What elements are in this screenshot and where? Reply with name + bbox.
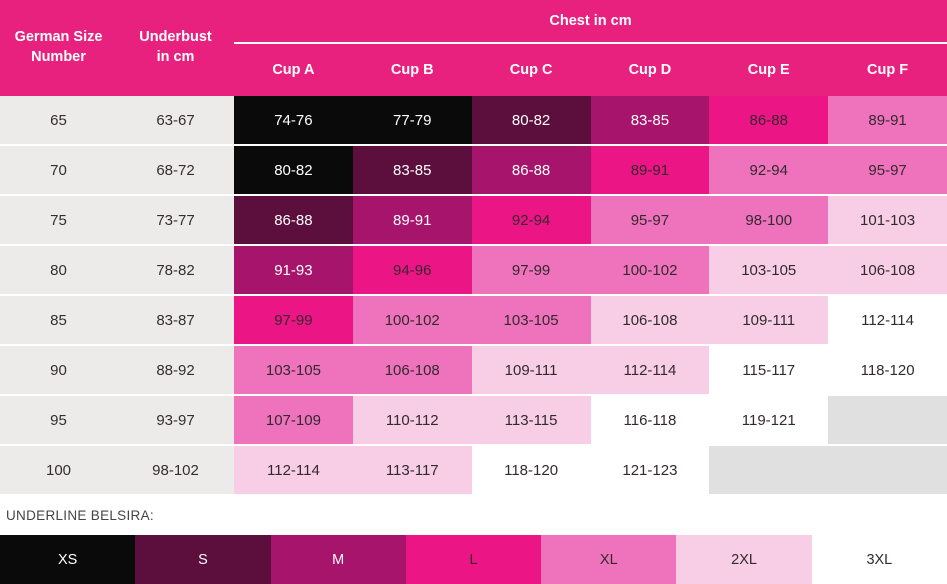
chest-range-cell: 106-108 xyxy=(590,296,710,344)
chest-range-cell: 83-85 xyxy=(590,96,710,144)
legend-swatch-m: M xyxy=(270,535,406,584)
column-header-cup-a: Cup A xyxy=(272,62,315,78)
chest-range-cell: 106-108 xyxy=(828,246,947,294)
column-header-cup-b: Cup B xyxy=(390,62,434,78)
chest-range-cell: 83-85 xyxy=(352,146,472,194)
german-size-cell: 75 xyxy=(0,196,117,244)
german-size-cell: 80 xyxy=(0,246,117,294)
legend-swatch-xs: XS xyxy=(0,535,136,584)
chest-range-cell: 103-105 xyxy=(234,346,353,394)
chest-range-cell: 103-105 xyxy=(471,296,591,344)
underbust-cell: 68-72 xyxy=(117,146,234,194)
chest-range-cell: 89-91 xyxy=(352,196,472,244)
table-row: 75 73-77 86-88 89-91 92-94 95-97 98-100 101-103 xyxy=(0,196,947,246)
chest-range-cell: 77-79 xyxy=(352,96,472,144)
chest-range-cell: 89-91 xyxy=(590,146,710,194)
chest-range-cell: 116-118 xyxy=(590,396,710,444)
empty-cell xyxy=(709,446,829,494)
column-header-german-size: German Size Number xyxy=(14,29,103,65)
chest-range-cell: 107-109 xyxy=(234,396,353,444)
chest-range-cell: 100-102 xyxy=(590,246,710,294)
chest-range-cell: 80-82 xyxy=(471,96,591,144)
underbust-cell: 88-92 xyxy=(117,346,234,394)
german-size-cell: 90 xyxy=(0,346,117,394)
chest-range-cell: 118-120 xyxy=(471,446,591,494)
chest-range-cell: 92-94 xyxy=(471,196,591,244)
underbust-cell: 63-67 xyxy=(117,96,234,144)
chest-range-cell: 94-96 xyxy=(352,246,472,294)
chest-range-cell: 100-102 xyxy=(352,296,472,344)
column-header-cup-c: Cup C xyxy=(509,62,553,78)
chest-range-cell: 86-88 xyxy=(234,196,353,244)
german-size-cell: 100 xyxy=(0,446,117,494)
chest-range-cell: 103-105 xyxy=(709,246,829,294)
chest-range-cell: 106-108 xyxy=(352,346,472,394)
chest-range-cell: 110-112 xyxy=(352,396,472,444)
chest-range-cell: 89-91 xyxy=(828,96,947,144)
column-header-underbust: Underbust in cm xyxy=(139,29,212,65)
chest-range-cell: 97-99 xyxy=(471,246,591,294)
german-size-cell: 95 xyxy=(0,396,117,444)
table-row: 95 93-97 107-109 110-112 113-115 116-118 119-1… xyxy=(0,396,947,446)
chest-range-cell: 115-117 xyxy=(709,346,829,394)
column-header-cup-d: Cup D xyxy=(628,62,672,78)
chest-range-cell: 119-121 xyxy=(709,396,829,444)
german-size-cell: 85 xyxy=(0,296,117,344)
column-header-cup-e: Cup E xyxy=(747,62,790,78)
german-size-cell: 65 xyxy=(0,96,117,144)
table-row: 90 88-92 103-105 106-108 109-111 112-114 115-1… xyxy=(0,346,947,396)
legend-swatch-2xl: 2XL xyxy=(676,535,812,584)
chest-range-cell: 112-114 xyxy=(828,296,947,344)
german-size-cell: 70 xyxy=(0,146,117,194)
chest-range-cell: 101-103 xyxy=(828,196,947,244)
table-header: German Size Number Underbust in cm Chest… xyxy=(0,0,947,96)
underbust-cell: 98-102 xyxy=(117,446,234,494)
chest-range-cell: 86-88 xyxy=(709,96,829,144)
chest-range-cell: 118-120 xyxy=(828,346,947,394)
chest-range-cell: 74-76 xyxy=(234,96,353,144)
table-row: 70 68-72 80-82 83-85 86-88 89-91 92-94 95-97 xyxy=(0,146,947,196)
empty-cell xyxy=(828,396,947,444)
column-header-cup-f: Cup F xyxy=(867,62,909,78)
chest-range-cell: 98-100 xyxy=(709,196,829,244)
table-row: 65 63-67 74-76 77-79 80-82 83-85 86-88 89-91 xyxy=(0,96,947,146)
chest-range-cell: 112-114 xyxy=(590,346,710,394)
column-group-header-chest: Chest in cm xyxy=(234,0,947,44)
table-row: 85 83-87 97-99 100-102 103-105 106-108 109-111… xyxy=(0,296,947,346)
legend-swatch-s: S xyxy=(135,535,271,584)
chest-range-cell: 86-88 xyxy=(471,146,591,194)
chest-range-cell: 109-111 xyxy=(471,346,591,394)
table-body: 65 63-67 74-76 77-79 80-82 83-85 86-88 89-91 70 6… xyxy=(0,96,947,496)
legend-swatch-l: L xyxy=(405,535,542,584)
chest-range-cell: 91-93 xyxy=(234,246,353,294)
table-row: 80 78-82 91-93 94-96 97-99 100-102 103-105 106-… xyxy=(0,246,947,296)
underbust-cell: 93-97 xyxy=(117,396,234,444)
chest-range-cell: 95-97 xyxy=(590,196,710,244)
table-row: 100 98-102 112-114 113-117 118-120 121-123 xyxy=(0,446,947,496)
underbust-cell: 83-87 xyxy=(117,296,234,344)
chest-range-cell: 92-94 xyxy=(709,146,829,194)
chest-range-cell: 113-115 xyxy=(471,396,591,444)
legend-swatch-3xl: 3XL xyxy=(811,535,947,584)
empty-cell xyxy=(828,446,947,494)
chest-range-cell: 113-117 xyxy=(352,446,472,494)
legend-title: UNDERLINE BELSIRA: xyxy=(0,496,947,535)
chest-range-cell: 112-114 xyxy=(234,446,353,494)
chest-range-cell: 80-82 xyxy=(234,146,353,194)
legend-strip: XS S M L XL 2XL 3XL xyxy=(0,535,947,584)
legend-swatch-xl: XL xyxy=(541,535,677,584)
chest-range-cell: 121-123 xyxy=(590,446,710,494)
chest-range-cell: 95-97 xyxy=(828,146,947,194)
chest-range-cell: 97-99 xyxy=(234,296,353,344)
underbust-cell: 78-82 xyxy=(117,246,234,294)
chest-range-cell: 109-111 xyxy=(709,296,829,344)
underbust-cell: 73-77 xyxy=(117,196,234,244)
